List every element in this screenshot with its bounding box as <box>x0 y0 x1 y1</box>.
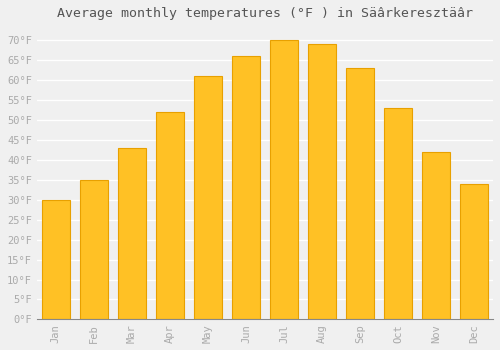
Bar <box>460 184 488 320</box>
Bar <box>80 180 108 320</box>
Bar <box>118 148 146 320</box>
Bar <box>156 112 184 320</box>
Bar <box>384 108 412 320</box>
Bar <box>194 76 222 320</box>
Bar <box>42 200 70 320</box>
Bar <box>270 40 298 320</box>
Bar <box>308 44 336 320</box>
Bar <box>346 68 374 320</box>
Bar <box>232 56 260 320</box>
Bar <box>422 152 450 320</box>
Title: Average monthly temperatures (°F ) in Säârkeresztäâr: Average monthly temperatures (°F ) in Sä… <box>57 7 473 20</box>
